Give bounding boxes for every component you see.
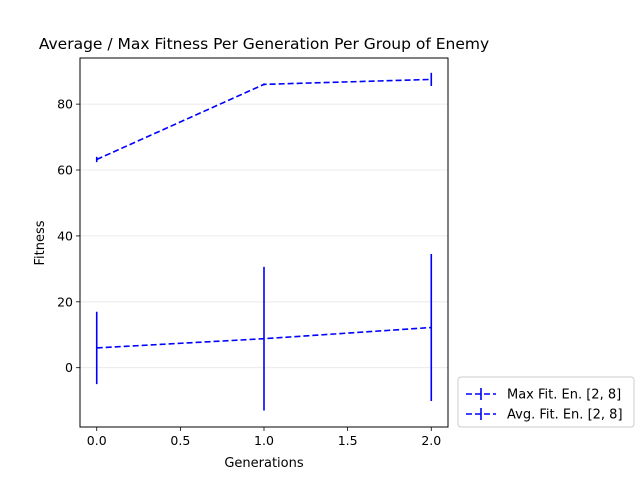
x-axis: 0.0 0.5 1.0 1.5 2.0 <box>87 427 441 448</box>
y-tick-label: 40 <box>57 228 73 243</box>
series-1 <box>95 254 433 411</box>
chart-title: Average / Max Fitness Per Generation Per… <box>39 35 489 53</box>
x-tick-label: 0.5 <box>170 433 190 448</box>
legend: Max Fit. En. [2, 8] Avg. Fit. En. [2, 8] <box>457 376 635 428</box>
legend-label: Max Fit. En. [2, 8] <box>507 388 621 403</box>
x-axis-label: Generations <box>224 456 304 471</box>
y-tick-label: 80 <box>57 97 73 112</box>
series-0 <box>95 72 433 163</box>
x-tick-label: 1.0 <box>254 433 274 448</box>
y-tick-label: 20 <box>57 294 73 309</box>
x-tick-label: 1.5 <box>338 433 358 448</box>
series-line <box>96 78 432 161</box>
y-tick-label: 60 <box>57 163 73 178</box>
x-tick-label: 0.0 <box>87 433 107 448</box>
y-tick-label: 0 <box>65 360 73 375</box>
y-axis-label: Fitness <box>33 220 48 265</box>
series-layer <box>95 72 433 411</box>
x-tick-label: 2.0 <box>421 433 441 448</box>
legend-label: Avg. Fit. En. [2, 8] <box>507 408 623 423</box>
y-axis: 0 20 40 60 80 <box>57 97 80 375</box>
legend-box <box>457 376 635 428</box>
grid <box>80 103 448 369</box>
